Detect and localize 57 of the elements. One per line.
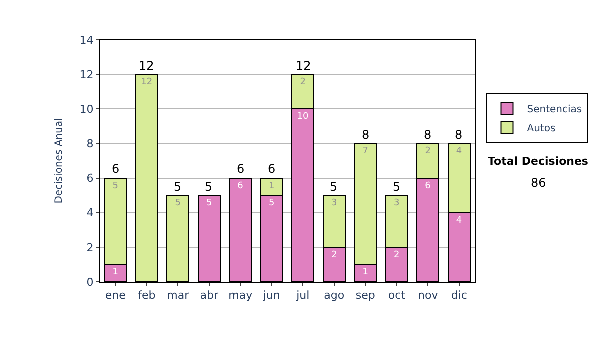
legend-label: Sentencias xyxy=(527,104,582,116)
x-tick-label: mar xyxy=(167,289,190,302)
x-tick-label: jul xyxy=(296,289,310,302)
y-tick-label: 6 xyxy=(86,172,94,186)
total-label: 5 xyxy=(330,180,338,194)
data-label: 2 xyxy=(332,250,338,260)
data-label: 5 xyxy=(269,198,275,209)
data-label: 10 xyxy=(297,112,309,122)
total-label: 5 xyxy=(205,180,213,194)
total-label: 8 xyxy=(455,128,463,142)
data-label: 2 xyxy=(300,78,306,88)
y-tick-label: 4 xyxy=(86,206,94,220)
data-label: 4 xyxy=(456,146,462,157)
y-tick-label: 10 xyxy=(80,102,94,116)
x-tick-label: feb xyxy=(138,289,156,302)
data-label: 4 xyxy=(456,216,462,226)
data-label: 5 xyxy=(112,181,118,192)
y-tick-label: 8 xyxy=(86,138,94,151)
x-tick-label: oct xyxy=(388,289,406,302)
total-label: 6 xyxy=(268,162,276,176)
data-label: 1 xyxy=(269,181,275,192)
data-label: 2 xyxy=(394,250,400,260)
total-label: 6 xyxy=(112,162,120,176)
data-label: 3 xyxy=(332,198,338,209)
data-label: 5 xyxy=(175,198,181,209)
x-tick-label: ago xyxy=(324,289,345,302)
x-tick-label: dic xyxy=(451,289,468,302)
data-label: 1 xyxy=(112,268,118,278)
data-label: 5 xyxy=(206,198,212,209)
x-tick-label: sep xyxy=(356,289,376,302)
x-tick-label: may xyxy=(228,289,254,302)
y-tick-label: 0 xyxy=(86,276,94,289)
total-label: 5 xyxy=(174,180,182,194)
y-tick-label: 14 xyxy=(80,34,94,47)
text: Total Decisiones xyxy=(488,155,589,168)
data-label: 7 xyxy=(362,146,368,157)
data-label: 3 xyxy=(394,198,400,209)
data-label: 1 xyxy=(362,268,368,278)
data-label: 6 xyxy=(238,181,244,192)
total-label: 8 xyxy=(362,128,370,142)
data-label: 12 xyxy=(141,78,153,88)
data-label: 2 xyxy=(425,146,431,157)
total-label: 8 xyxy=(424,128,432,142)
x-tick-label: jun xyxy=(262,289,280,302)
total-label: 12 xyxy=(296,59,312,73)
total-label: 6 xyxy=(237,162,245,176)
x-tick-label: nov xyxy=(418,289,439,302)
total-label: 12 xyxy=(139,59,154,73)
y-axis-title: Decisiones Anual xyxy=(54,118,65,204)
data-label: 6 xyxy=(425,181,432,192)
legend-label: Autos xyxy=(527,124,556,135)
x-tick-label: ene xyxy=(105,289,126,302)
y-tick-label: 12 xyxy=(80,68,94,82)
total-label: 5 xyxy=(393,180,401,194)
text: 86 xyxy=(531,176,546,190)
x-tick-label: abr xyxy=(200,289,219,302)
y-tick-label: 2 xyxy=(86,241,94,254)
